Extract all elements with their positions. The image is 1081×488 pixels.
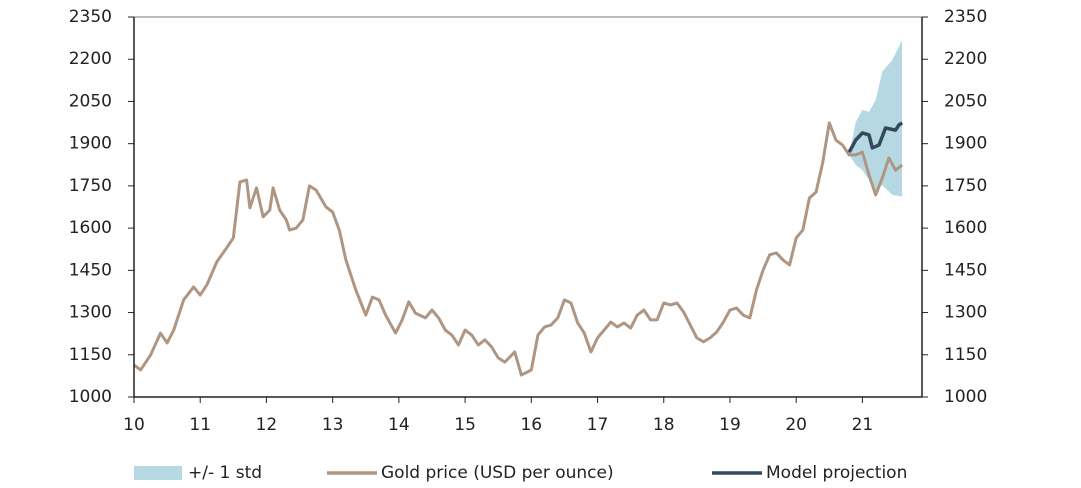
- y2-tick-label: 1450: [944, 260, 987, 280]
- y-tick-label: 1750: [69, 176, 112, 196]
- y2-tick-label: 1750: [944, 176, 987, 196]
- y2-tick-label: 2350: [944, 7, 987, 27]
- y2-tick-label: 2050: [944, 91, 987, 111]
- x-tick-label: 15: [454, 415, 476, 435]
- y2-tick-label: 1000: [944, 387, 987, 407]
- x-tick-label: 19: [719, 415, 741, 435]
- y-tick-label: 1300: [69, 303, 112, 323]
- y-tick-label: 2350: [69, 7, 112, 27]
- std-band: [849, 40, 903, 197]
- x-tick-label: 20: [785, 415, 807, 435]
- y-tick-label: 1900: [69, 134, 112, 154]
- series-line: [133, 121, 904, 377]
- legend-label: Gold price (USD per ounce): [381, 463, 614, 483]
- y2-tick-label: 1600: [944, 218, 987, 238]
- series-line: [847, 121, 904, 153]
- y2-tick-label: 1150: [944, 345, 987, 365]
- x-tick-label: 14: [388, 415, 410, 435]
- x-tick-label: 11: [189, 415, 211, 435]
- legend-swatch: [134, 466, 182, 480]
- y2-tick-label: 1900: [944, 134, 987, 154]
- y-tick-label: 1600: [69, 218, 112, 238]
- legend-label: +/- 1 std: [188, 463, 262, 483]
- y-tick-label: 2050: [69, 91, 112, 111]
- legend-label: Model projection: [766, 463, 907, 483]
- y-tick-label: 1000: [69, 387, 112, 407]
- y-tick-label: 2200: [69, 49, 112, 69]
- x-tick-label: 21: [852, 415, 874, 435]
- x-tick-label: 17: [587, 415, 609, 435]
- x-tick-label: 16: [520, 415, 542, 435]
- y-tick-label: 1450: [69, 260, 112, 280]
- y-tick-label: 1150: [69, 345, 112, 365]
- x-tick-label: 18: [653, 415, 675, 435]
- x-tick-label: 13: [322, 415, 344, 435]
- y2-tick-label: 2200: [944, 49, 987, 69]
- x-tick-label: 10: [123, 415, 145, 435]
- y2-tick-label: 1300: [944, 303, 987, 323]
- x-tick-label: 12: [256, 415, 278, 435]
